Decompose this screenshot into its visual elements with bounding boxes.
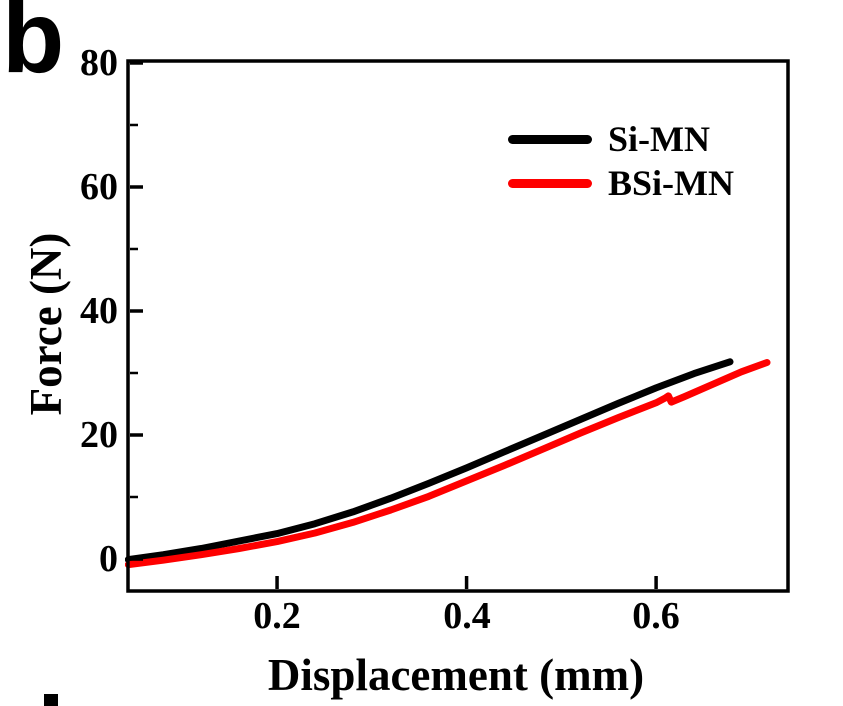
- curve-bsi-mn: [125, 359, 771, 569]
- chart-legend: Si-MN BSi-MN: [508, 117, 734, 205]
- bsi-mn-line-swatch: [508, 178, 592, 188]
- x-tick-label-0.6: 0.6: [632, 595, 680, 637]
- si-mn-line-swatch: [508, 134, 592, 144]
- y-tick-label-0: 0: [99, 538, 118, 580]
- curve-si-mn: [125, 358, 734, 564]
- x-tick-label-0.4: 0.4: [443, 595, 491, 637]
- x-tick-label-0.2: 0.2: [253, 595, 301, 637]
- legend-label-bsi-mn: BSi-MN: [608, 163, 734, 203]
- legend-entry-bsi-mn: BSi-MN: [508, 161, 734, 205]
- x-axis-title: Displacement (mm): [267, 650, 645, 700]
- panel-label: b: [2, 0, 65, 94]
- legend-entry-si-mn: Si-MN: [508, 117, 734, 161]
- y-tick-label-20: 20: [80, 414, 118, 456]
- legend-label-si-mn: Si-MN: [608, 119, 710, 159]
- y-tick-label-80: 80: [80, 42, 118, 84]
- axes-box: [126, 59, 790, 593]
- y-tick-label-40: 40: [80, 290, 118, 332]
- next-panel-label-fragment: [44, 694, 58, 706]
- y-axis-title: Force (N): [21, 232, 71, 416]
- y-tick-label-60: 60: [80, 166, 118, 208]
